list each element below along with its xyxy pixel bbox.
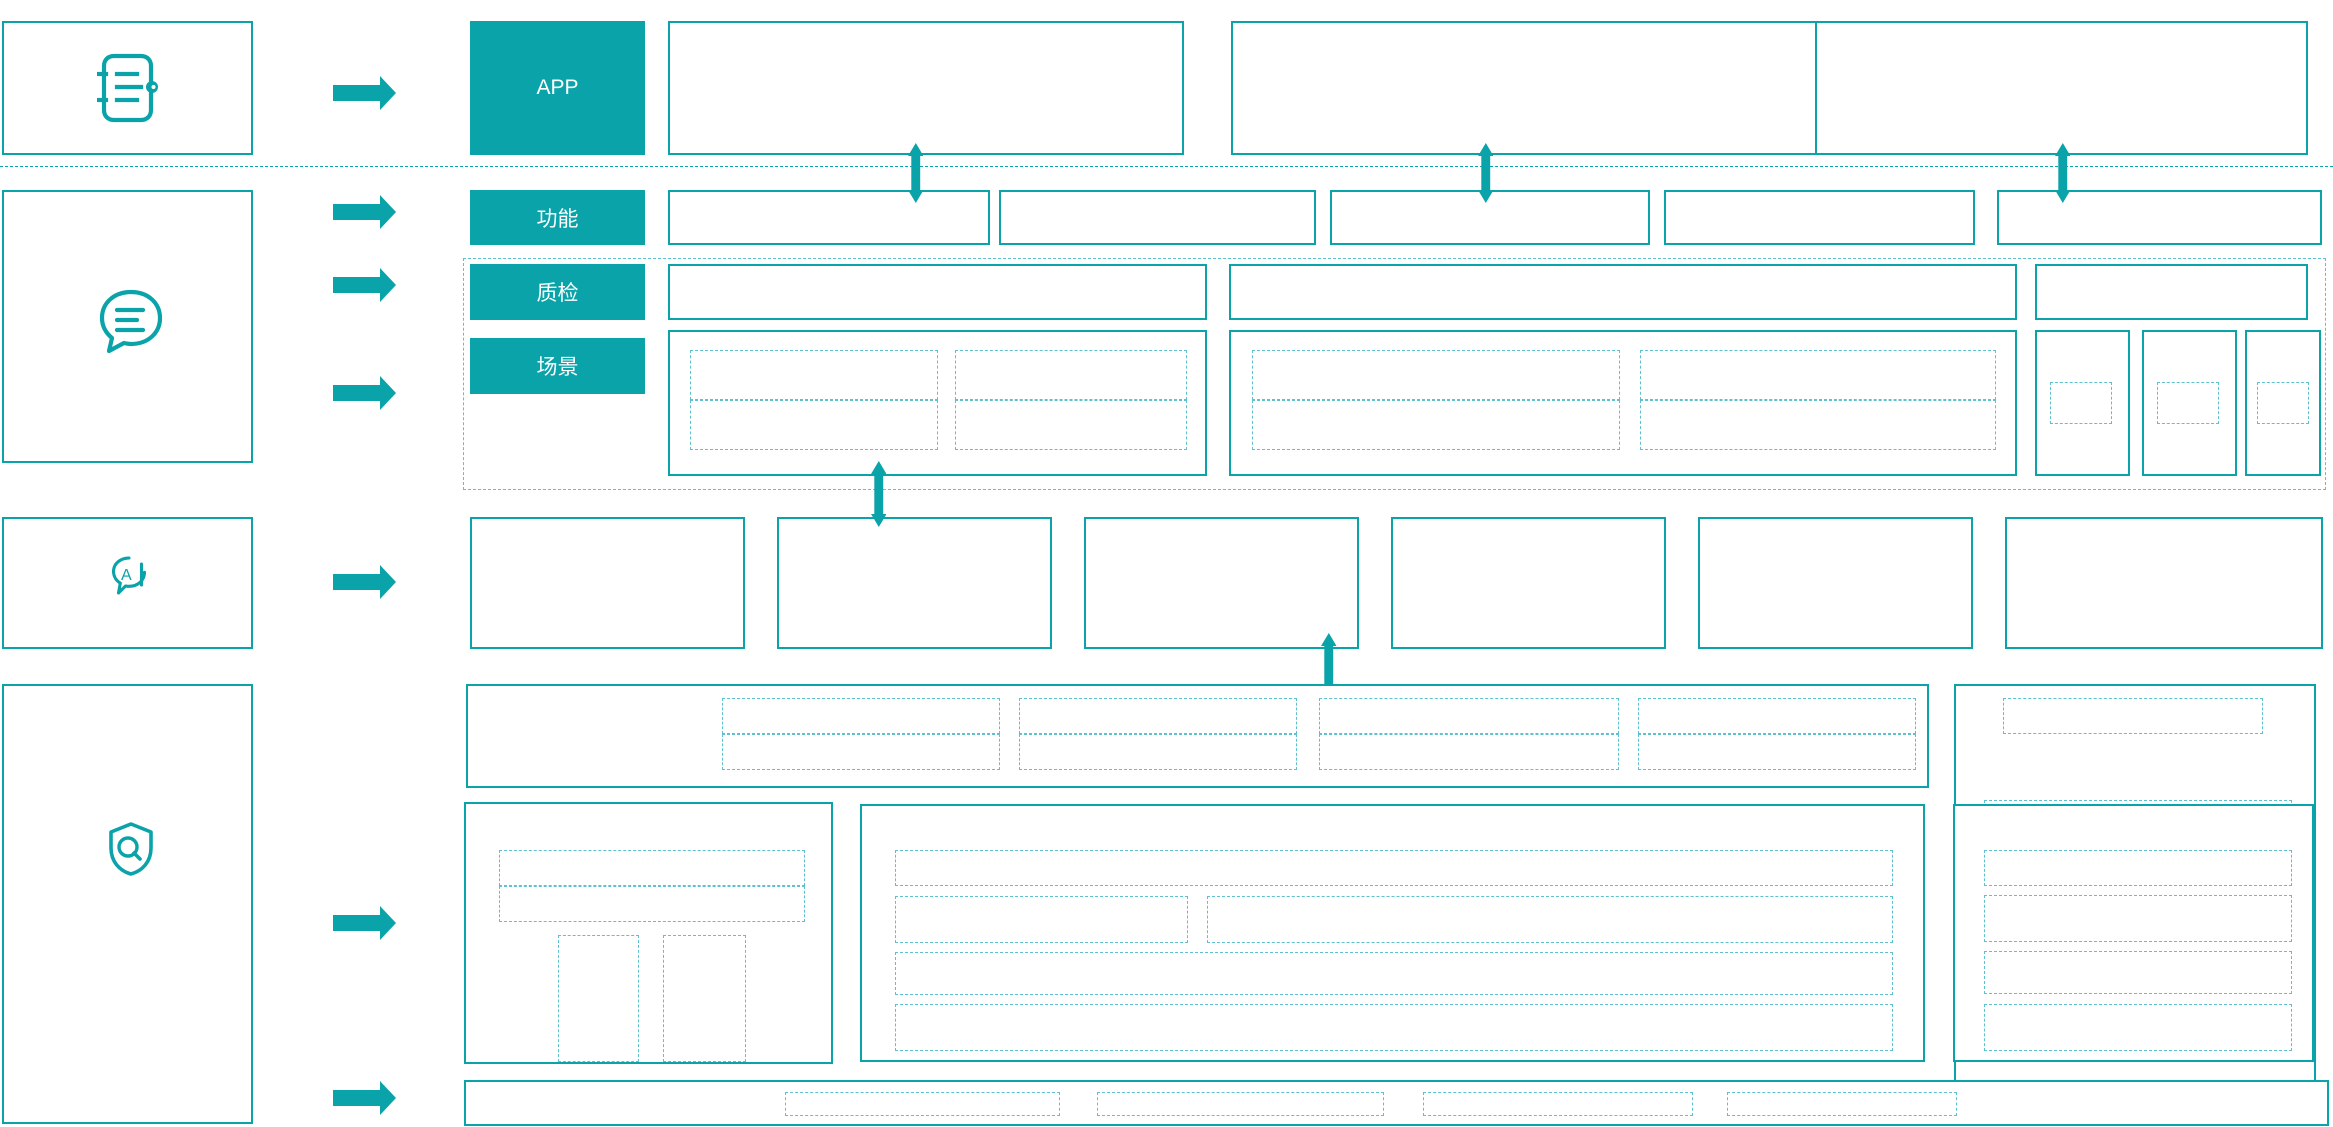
svg-text:A: A <box>121 567 132 584</box>
